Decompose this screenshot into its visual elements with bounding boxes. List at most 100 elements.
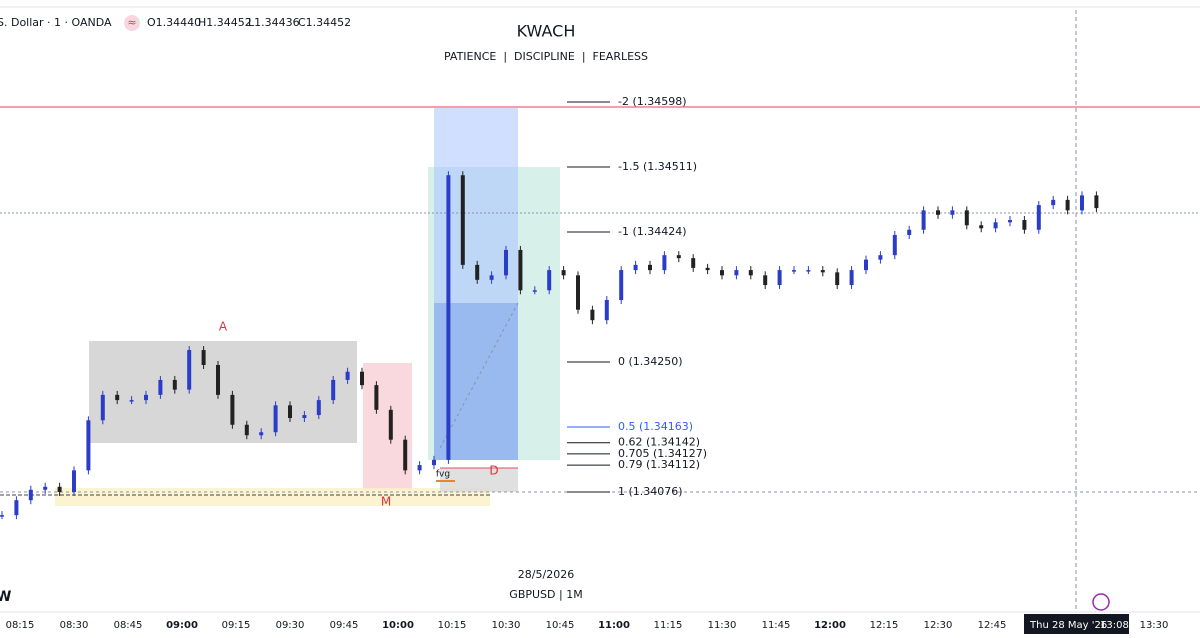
candle xyxy=(316,400,321,416)
candle xyxy=(547,270,552,291)
candle xyxy=(216,364,220,395)
label-a: A xyxy=(219,320,228,334)
candle xyxy=(734,270,739,276)
time-label: 12:45 xyxy=(978,620,1007,631)
candle xyxy=(244,424,249,436)
candle xyxy=(28,489,33,501)
candle xyxy=(273,405,278,433)
candle xyxy=(806,270,811,272)
candle xyxy=(374,385,379,410)
candle xyxy=(820,270,825,273)
label-m: M xyxy=(381,495,391,509)
time-label: 09:00 xyxy=(166,620,198,631)
time-label: 11:00 xyxy=(598,620,630,631)
fib-label: 0.62 (1.34142) xyxy=(618,436,700,449)
candle xyxy=(878,255,883,260)
candle xyxy=(1065,199,1070,211)
candle xyxy=(230,394,235,425)
time-label: 09:30 xyxy=(276,620,305,631)
candle xyxy=(532,290,537,292)
candle xyxy=(158,379,163,395)
candle xyxy=(676,255,681,259)
candle xyxy=(1051,199,1056,206)
fib-label: 0.79 (1.34112) xyxy=(618,458,700,471)
candle xyxy=(489,275,494,280)
pair-caption: GBPUSD | 1M xyxy=(509,588,582,601)
fib-label: -1.5 (1.34511) xyxy=(618,160,697,173)
logo: W xyxy=(0,589,11,605)
label-d: D xyxy=(489,464,498,478)
candle xyxy=(43,486,48,490)
candle xyxy=(460,175,465,265)
candle xyxy=(936,210,940,215)
candle xyxy=(633,264,638,271)
candle xyxy=(748,270,753,276)
candle xyxy=(576,275,580,310)
time-label: 10:00 xyxy=(382,620,414,631)
candle xyxy=(993,222,998,229)
candle xyxy=(619,270,624,300)
candle xyxy=(907,229,912,235)
candle xyxy=(345,371,350,380)
candle xyxy=(331,379,336,401)
title: KWACH xyxy=(517,22,576,41)
fib-label: 0.5 (1.34163) xyxy=(618,420,693,433)
candle xyxy=(187,350,192,390)
range-box xyxy=(89,341,357,443)
ohlc-open: O1.34440 xyxy=(147,16,201,29)
candle xyxy=(777,270,782,286)
candle xyxy=(561,270,566,276)
time-label: 10:15 xyxy=(438,620,467,631)
fib-label: -2 (1.34598) xyxy=(618,95,687,108)
candle xyxy=(1080,195,1084,211)
candle xyxy=(144,394,148,401)
candle xyxy=(1094,195,1099,209)
candle xyxy=(1008,220,1012,223)
candle xyxy=(129,400,134,402)
status-icon-glyph: ≈ xyxy=(127,16,136,29)
candle xyxy=(518,249,523,291)
candle xyxy=(1022,220,1027,230)
time-label: 13:30 xyxy=(1140,620,1169,631)
candle xyxy=(835,272,840,286)
candle xyxy=(432,459,436,466)
candle xyxy=(950,210,955,215)
candle xyxy=(475,264,480,280)
time-label: 11:45 xyxy=(762,620,791,631)
candle xyxy=(504,249,508,276)
candle xyxy=(921,210,926,230)
candle xyxy=(100,394,105,421)
candle xyxy=(115,394,120,401)
candle xyxy=(14,500,19,516)
candle xyxy=(72,470,76,493)
liquidity-zone xyxy=(55,488,490,506)
candle xyxy=(792,270,796,272)
candle xyxy=(446,175,451,460)
subtitle: PATIENCE | DISCIPLINE | FEARLESS xyxy=(444,50,648,63)
fib-label: 1 (1.34076) xyxy=(618,485,683,498)
symbol: S. Dollar · 1 · OANDA xyxy=(0,16,112,29)
candle xyxy=(0,515,4,517)
cursor-time: 13:08 xyxy=(1100,620,1129,631)
time-label: 12:00 xyxy=(814,620,846,631)
candle xyxy=(403,439,408,471)
time-label: 08:45 xyxy=(114,620,143,631)
fib-label: 0.705 (1.34127) xyxy=(618,447,707,460)
time-label: 11:30 xyxy=(708,620,737,631)
time-label: 10:45 xyxy=(546,620,575,631)
candle xyxy=(172,379,177,390)
ohlc-close: C1.34452 xyxy=(298,16,351,29)
time-label: 10:30 xyxy=(492,620,521,631)
candle xyxy=(892,234,897,256)
cursor-label-bg xyxy=(1024,614,1129,634)
time-label: 08:15 xyxy=(6,620,35,631)
fib-label: 0 (1.34250) xyxy=(618,355,683,368)
time-label: 11:15 xyxy=(654,620,683,631)
candle xyxy=(720,270,724,276)
candle xyxy=(417,465,422,471)
candle xyxy=(288,405,292,419)
alert-icon[interactable] xyxy=(1092,593,1110,611)
candle xyxy=(360,371,364,386)
candle xyxy=(705,267,710,271)
candle xyxy=(86,420,91,471)
